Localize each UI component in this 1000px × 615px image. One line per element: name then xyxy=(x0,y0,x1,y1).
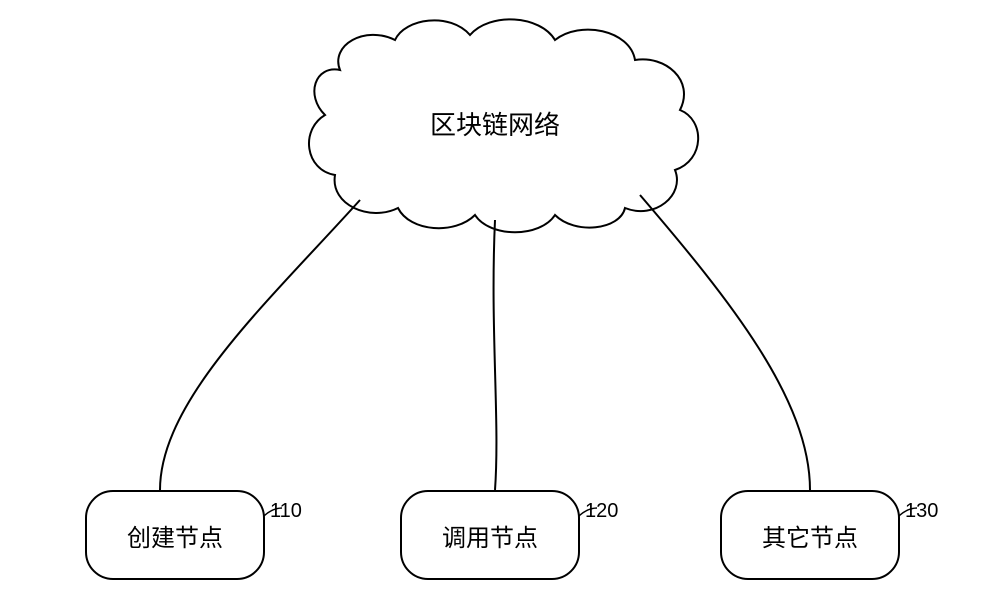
ref-110: 110 xyxy=(270,500,302,523)
edge-cloud-other xyxy=(640,195,810,490)
edge-cloud-create xyxy=(160,200,360,490)
node-create: 创建节点 xyxy=(85,490,265,580)
ref-130: 130 xyxy=(905,500,938,523)
node-create-label: 创建节点 xyxy=(127,518,223,553)
ref-120: 120 xyxy=(585,500,618,523)
node-other: 其它节点 xyxy=(720,490,900,580)
edge-cloud-invoke xyxy=(494,220,497,490)
node-invoke-label: 调用节点 xyxy=(442,518,538,553)
node-other-label: 其它节点 xyxy=(762,518,858,553)
edges xyxy=(160,195,810,490)
cloud-label: 区块链网络 xyxy=(430,105,560,142)
node-invoke: 调用节点 xyxy=(400,490,580,580)
